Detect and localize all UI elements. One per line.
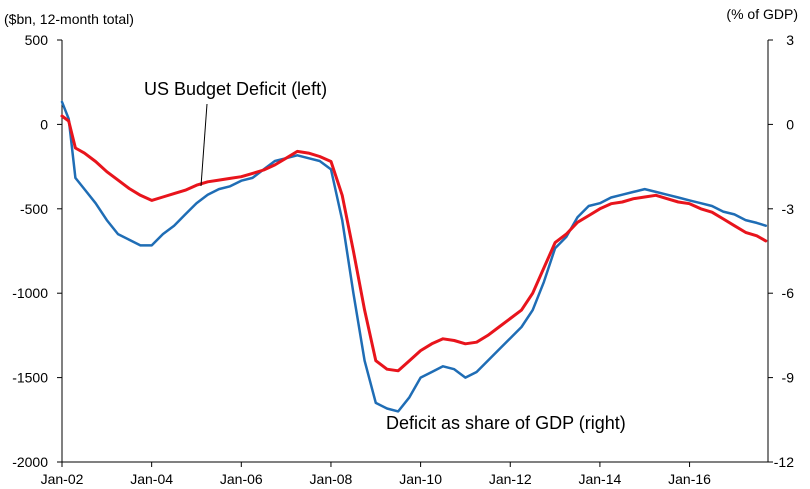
left-axis-ticks: 500 0 -500 -1000 -1500 -2000 bbox=[12, 32, 62, 470]
annotation-deficit-share-gdp: Deficit as share of GDP (right) bbox=[386, 413, 626, 433]
annotation-us-budget-deficit: US Budget Deficit (left) bbox=[144, 79, 327, 99]
x-axis-tick-label: Jan-10 bbox=[399, 471, 442, 487]
right-axis-tick-label: 3 bbox=[786, 32, 794, 48]
x-axis-tick-label: Jan-04 bbox=[130, 471, 173, 487]
series-line-budget-deficit bbox=[60, 114, 768, 373]
annotation-leader-line bbox=[200, 103, 208, 187]
series-line-deficit-share-gdp bbox=[60, 100, 768, 413]
x-axis-tick-label: Jan-02 bbox=[41, 471, 84, 487]
right-axis-tick-label: -9 bbox=[782, 370, 795, 386]
left-axis-tick-label: 500 bbox=[25, 32, 49, 48]
right-axis-unit-label: (% of GDP) bbox=[726, 6, 798, 22]
right-axis-tick-label: -12 bbox=[774, 454, 794, 470]
x-axis-tick-label: Jan-16 bbox=[668, 471, 711, 487]
right-axis-tick-label: -6 bbox=[782, 285, 795, 301]
right-axis-tick-label: -3 bbox=[782, 201, 795, 217]
right-axis-ticks: 3 0 -3 -6 -9 -12 bbox=[768, 32, 794, 470]
x-axis-tick-label: Jan-12 bbox=[489, 471, 532, 487]
series-layer bbox=[60, 100, 768, 413]
left-axis-unit-label: ($bn, 12-month total) bbox=[4, 11, 134, 27]
right-axis-tick-label: 0 bbox=[786, 116, 794, 132]
left-axis-tick-label: -1000 bbox=[12, 285, 48, 301]
x-axis-ticks: Jan-02 Jan-04 Jan-06 Jan-08 Jan-10 Jan-12 Jan-… bbox=[41, 462, 711, 487]
left-axis-tick-label: -1500 bbox=[12, 370, 48, 386]
x-axis-tick-label: Jan-14 bbox=[578, 471, 621, 487]
left-axis-tick-label: -2000 bbox=[12, 454, 48, 470]
x-axis-tick-label: Jan-06 bbox=[220, 471, 263, 487]
left-axis-tick-label: 0 bbox=[40, 116, 48, 132]
left-axis-tick-label: -500 bbox=[20, 201, 48, 217]
x-axis-tick-label: Jan-08 bbox=[310, 471, 353, 487]
